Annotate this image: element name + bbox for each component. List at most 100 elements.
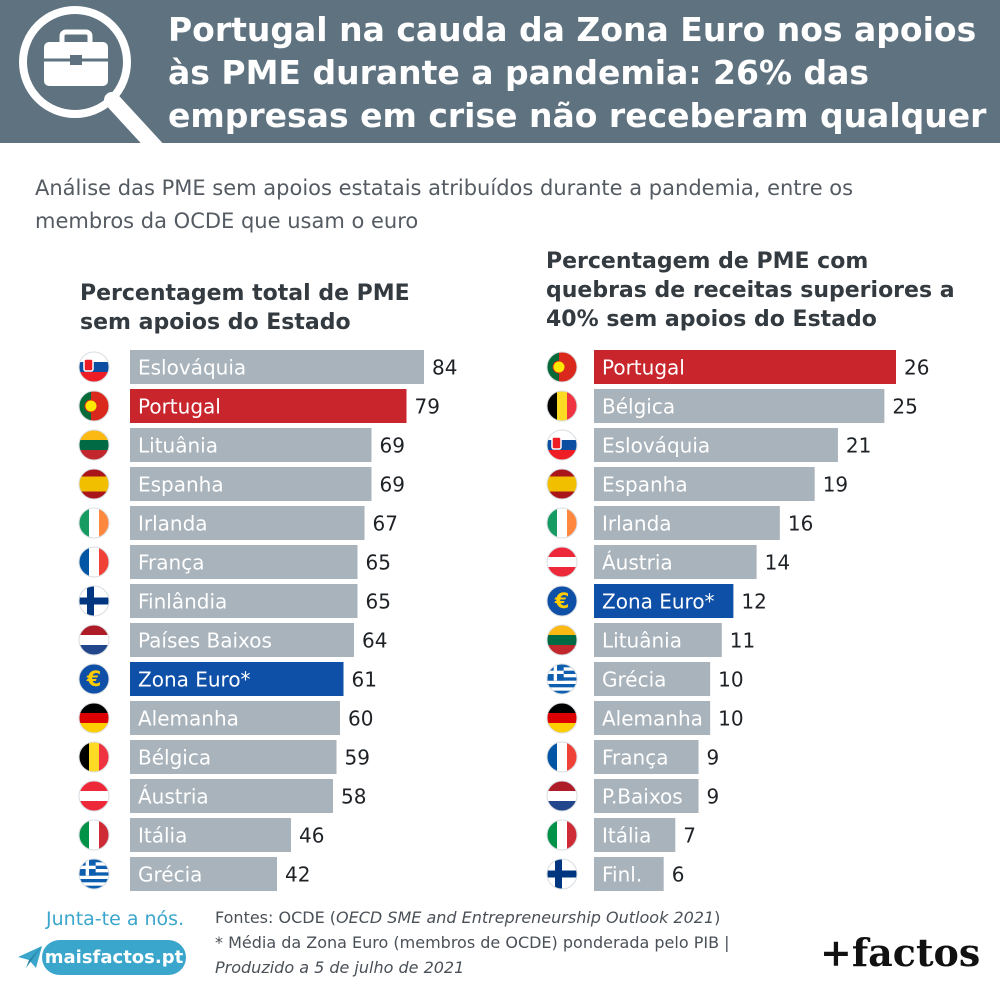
bar-row: Áustria 14 xyxy=(546,545,790,579)
bar-category-label: Grécia xyxy=(602,668,666,692)
flag-es-icon xyxy=(78,468,110,500)
bar-value-label: 10 xyxy=(718,668,743,692)
svg-text:€: € xyxy=(86,667,102,691)
bar-category-label: Finl. xyxy=(602,863,642,887)
chart-title-right: Percentagem de PME com quebras de receit… xyxy=(546,249,955,332)
bar-category-label: P.Baixos xyxy=(602,785,683,809)
bar xyxy=(130,701,340,735)
sources-note: Fontes: OCDE (OECD SME and Entrepreneurs… xyxy=(215,905,805,980)
bar-row: Irlanda 16 xyxy=(546,506,813,540)
bar xyxy=(130,662,344,696)
bar-row: Espanha 69 xyxy=(78,467,405,501)
bar xyxy=(594,701,711,735)
bar-value-label: 16 xyxy=(788,512,813,536)
bar-row: Finlândia 65 xyxy=(78,584,391,618)
bar xyxy=(130,818,291,852)
eurozone-note: * Média da Zona Euro (membros de OCDE) p… xyxy=(215,933,730,952)
bar-category-label: Portugal xyxy=(602,356,685,380)
bar xyxy=(130,428,372,462)
bar-value-label: 64 xyxy=(362,629,387,653)
bar-row: Eslováquia 84 xyxy=(78,350,457,384)
chart-left: Eslováquia 84 Portugal 79 Lituânia 69 Espanha 6… xyxy=(78,350,457,891)
bar xyxy=(594,545,757,579)
bar xyxy=(130,857,277,891)
bar-row: Itália 7 xyxy=(546,818,696,852)
flag-nl-icon xyxy=(546,780,578,812)
flag-sk-icon xyxy=(546,429,578,461)
bar-value-label: 59 xyxy=(345,746,370,770)
flag-at-icon xyxy=(78,780,110,812)
header-banner: Portugal na cauda da Zona Euro nos apoio… xyxy=(0,0,1000,178)
bar-row: Irlanda 67 xyxy=(78,506,398,540)
bar xyxy=(594,779,699,813)
bar xyxy=(130,467,372,501)
bar-row: Itália 46 xyxy=(78,818,324,852)
sources-prefix: Fontes: OCDE ( xyxy=(215,908,337,927)
bar xyxy=(130,584,358,618)
bar-value-label: 65 xyxy=(366,551,391,575)
bar-value-label: 58 xyxy=(341,785,366,809)
flag-pt-icon xyxy=(546,351,578,383)
flag-be-icon xyxy=(78,741,110,773)
bar-row: Alemanha 10 xyxy=(546,701,744,735)
bar xyxy=(594,428,838,462)
svg-text:€: € xyxy=(554,589,570,613)
flag-ie-icon xyxy=(546,507,578,539)
bar-value-label: 6 xyxy=(672,863,685,887)
bar-category-label: Países Baixos xyxy=(138,629,272,653)
produced-date: Produzido a 5 de julho de 2021 xyxy=(215,958,465,977)
bar-category-label: Irlanda xyxy=(138,512,208,536)
bar-category-label: Finlândia xyxy=(138,590,227,614)
flag-lt-icon xyxy=(546,624,578,656)
site-link[interactable]: maisfactos.pt xyxy=(42,940,186,975)
flag-gr-icon xyxy=(546,663,578,695)
bar-value-label: 14 xyxy=(765,551,790,575)
bar-category-label: Itália xyxy=(602,824,651,848)
bar-row: € Zona Euro* 61 xyxy=(78,662,377,696)
bar-value-label: 9 xyxy=(707,785,720,809)
flag-at-icon xyxy=(546,546,578,578)
join-text: Junta-te a nós. xyxy=(46,908,185,930)
briefcase-magnifier-icon xyxy=(19,6,166,158)
bar-row: Lituânia 11 xyxy=(546,623,755,657)
bar xyxy=(594,389,885,423)
page-title: Portugal na cauda da Zona Euro nos apoio… xyxy=(168,10,987,178)
bar-value-label: 9 xyxy=(707,746,720,770)
bar-row: Portugal 79 xyxy=(78,389,440,423)
bar-row: € Zona Euro* 12 xyxy=(546,584,767,618)
flag-be-icon xyxy=(546,390,578,422)
flag-pt-icon xyxy=(78,390,110,422)
bar-category-label: Áustria xyxy=(602,551,673,575)
bar-category-label: Espanha xyxy=(602,473,688,497)
flag-nl-icon xyxy=(78,624,110,656)
bar-category-label: Alemanha xyxy=(138,707,239,731)
bar-row: Países Baixos 64 xyxy=(78,623,387,657)
factos-logo: +factos xyxy=(820,930,981,975)
bar-value-label: 60 xyxy=(348,707,373,731)
bar xyxy=(130,545,358,579)
flag-fi-icon xyxy=(546,858,578,890)
bar-row: Eslováquia 21 xyxy=(546,428,871,462)
bar-category-label: França xyxy=(138,551,204,575)
bar-category-label: Portugal xyxy=(138,395,221,419)
bar-value-label: 26 xyxy=(904,356,929,380)
bar-value-label: 21 xyxy=(846,434,871,458)
bar-category-label: Eslováquia xyxy=(138,356,246,380)
bar-category-label: Eslováquia xyxy=(602,434,710,458)
bar-category-label: Itália xyxy=(138,824,187,848)
flag-de-icon xyxy=(546,702,578,734)
bar-category-label: Zona Euro* xyxy=(138,668,251,692)
bar xyxy=(594,623,722,657)
bar-row: Áustria 58 xyxy=(78,779,366,813)
bar xyxy=(130,779,333,813)
bar xyxy=(594,818,676,852)
bar-value-label: 69 xyxy=(380,473,405,497)
bar xyxy=(130,389,407,423)
bar-row: Finl. 6 xyxy=(546,857,685,891)
bar-row: P.Baixos 9 xyxy=(546,779,720,813)
bar-value-label: 65 xyxy=(366,590,391,614)
bar-row: Bélgica 59 xyxy=(78,740,370,774)
flag-de-icon xyxy=(78,702,110,734)
bar-value-label: 42 xyxy=(285,863,310,887)
